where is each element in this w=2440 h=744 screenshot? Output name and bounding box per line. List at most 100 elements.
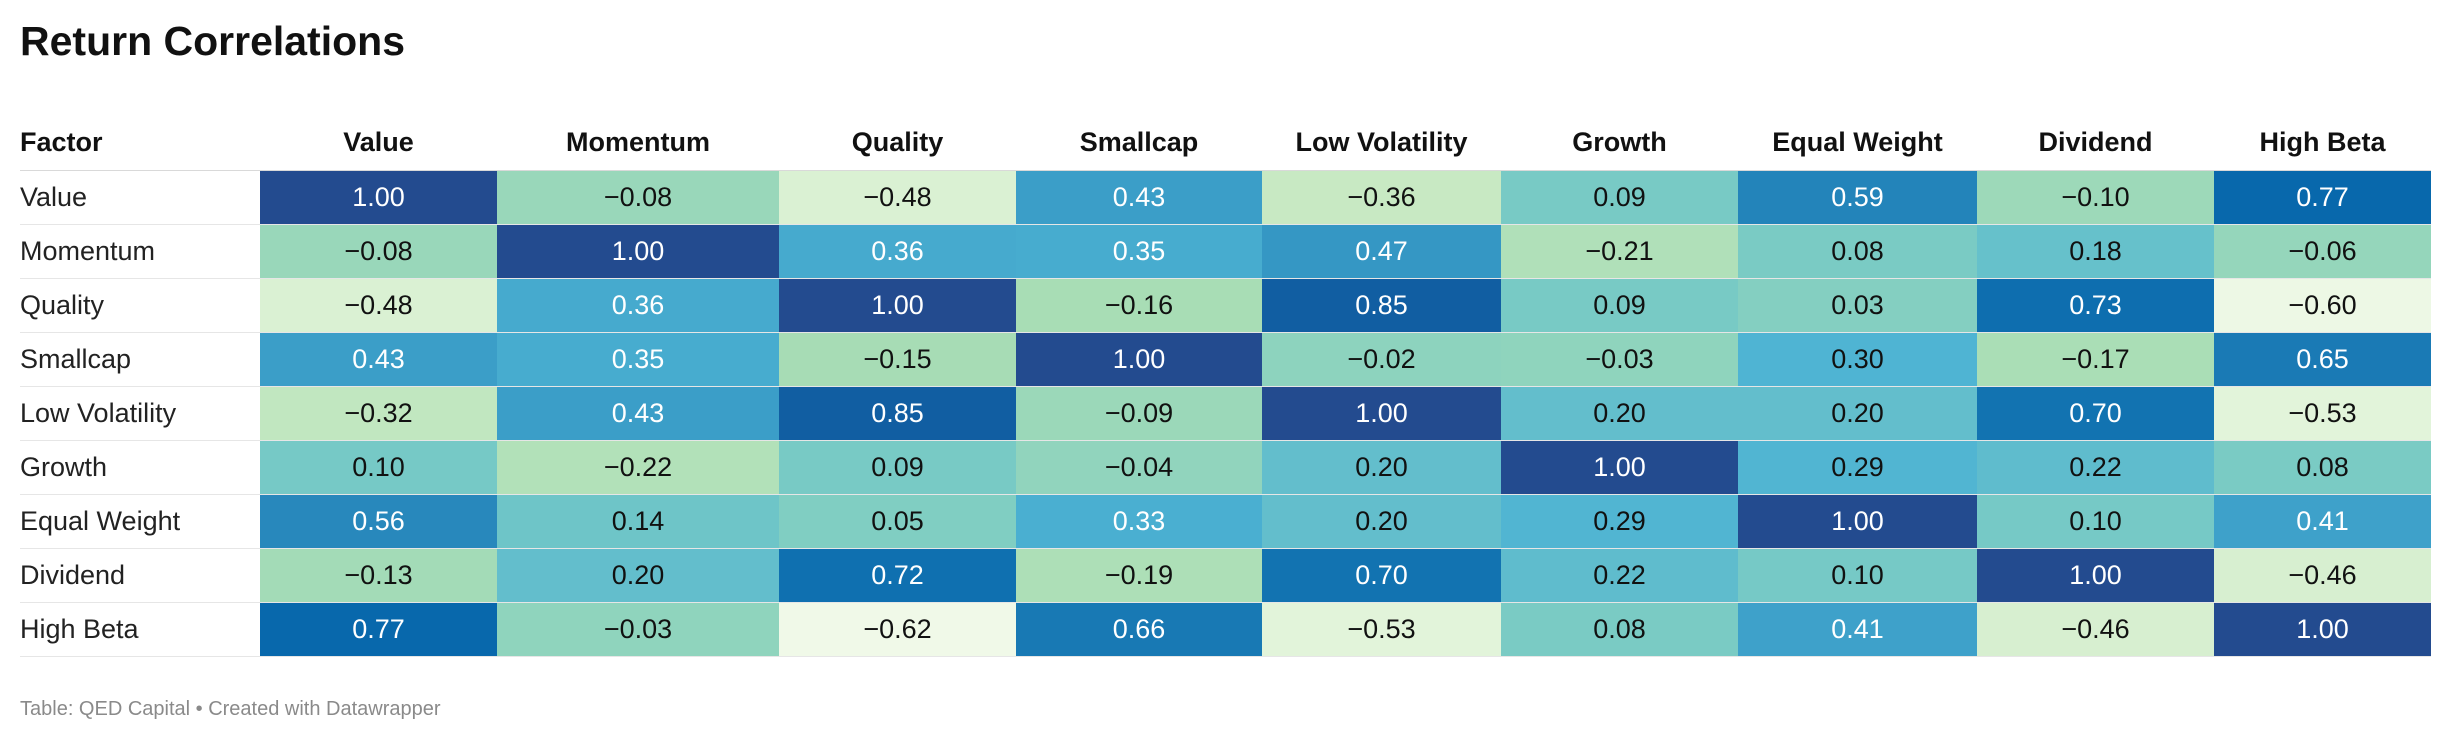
corner-header: Factor: [20, 114, 260, 171]
heat-cell-high-beta-growth: 0.08: [1501, 602, 1738, 657]
heat-cell-low-volatility-quality: 0.85: [779, 386, 1016, 441]
table-row-low-volatility: Low Volatility −0.32 0.43 0.85 −0.09 1.00 0.20…: [20, 386, 2431, 441]
heat-cell-quality-smallcap: −0.16: [1016, 278, 1262, 333]
heat-cell-high-beta-high-beta: 1.00: [2214, 602, 2431, 657]
heat-cell-growth-momentum: −0.22: [497, 440, 779, 495]
heat-cell-equal-weight-high-beta: 0.41: [2214, 494, 2431, 549]
heat-cell-dividend-low-volatility: 0.70: [1262, 548, 1501, 603]
heat-cell-dividend-smallcap: −0.19: [1016, 548, 1262, 603]
heat-cell-dividend-growth: 0.22: [1501, 548, 1738, 603]
column-header-low-volatility: Low Volatility: [1262, 114, 1501, 171]
heat-cell-high-beta-smallcap: 0.66: [1016, 602, 1262, 657]
heat-cell-dividend-quality: 0.72: [779, 548, 1016, 603]
table-row-quality: Quality −0.48 0.36 1.00 −0.16 0.85 0.09 0.03 0.7…: [20, 278, 2431, 333]
row-label-high-beta: High Beta: [20, 602, 260, 657]
heat-cell-equal-weight-quality: 0.05: [779, 494, 1016, 549]
heat-cell-smallcap-low-volatility: −0.02: [1262, 332, 1501, 387]
column-header-equal-weight: Equal Weight: [1738, 114, 1977, 171]
heat-cell-low-volatility-smallcap: −0.09: [1016, 386, 1262, 441]
column-header-growth: Growth: [1501, 114, 1738, 171]
heat-cell-equal-weight-dividend: 0.10: [1977, 494, 2214, 549]
heat-cell-equal-weight-equal-weight: 1.00: [1738, 494, 1977, 549]
row-label-smallcap: Smallcap: [20, 332, 260, 387]
table-row-growth: Growth 0.10 −0.22 0.09 −0.04 0.20 1.00 0.29 0.22…: [20, 440, 2431, 495]
heat-cell-dividend-equal-weight: 0.10: [1738, 548, 1977, 603]
heat-cell-low-volatility-high-beta: −0.53: [2214, 386, 2431, 441]
heat-cell-quality-momentum: 0.36: [497, 278, 779, 333]
heat-cell-dividend-value: −0.13: [260, 548, 497, 603]
table-row-smallcap: Smallcap 0.43 0.35 −0.15 1.00 −0.02 −0.03 0.30−…: [20, 332, 2431, 387]
heat-cell-momentum-low-volatility: 0.47: [1262, 224, 1501, 279]
heat-cell-high-beta-value: 0.77: [260, 602, 497, 657]
heat-cell-value-dividend: −0.10: [1977, 170, 2214, 225]
heat-cell-high-beta-dividend: −0.46: [1977, 602, 2214, 657]
heat-cell-growth-value: 0.10: [260, 440, 497, 495]
heat-cell-momentum-quality: 0.36: [779, 224, 1016, 279]
heat-cell-quality-dividend: 0.73: [1977, 278, 2214, 333]
heat-cell-value-low-volatility: −0.36: [1262, 170, 1501, 225]
heat-cell-momentum-equal-weight: 0.08: [1738, 224, 1977, 279]
heat-cell-value-value: 1.00: [260, 170, 497, 225]
heat-cell-momentum-dividend: 0.18: [1977, 224, 2214, 279]
heat-cell-low-volatility-dividend: 0.70: [1977, 386, 2214, 441]
column-header-high-beta: High Beta: [2214, 114, 2431, 171]
heat-cell-value-growth: 0.09: [1501, 170, 1738, 225]
heat-cell-value-smallcap: 0.43: [1016, 170, 1262, 225]
heat-cell-growth-dividend: 0.22: [1977, 440, 2214, 495]
heat-cell-equal-weight-growth: 0.29: [1501, 494, 1738, 549]
heat-cell-high-beta-quality: −0.62: [779, 602, 1016, 657]
heat-cell-quality-quality: 1.00: [779, 278, 1016, 333]
heat-cell-high-beta-low-volatility: −0.53: [1262, 602, 1501, 657]
heat-cell-momentum-high-beta: −0.06: [2214, 224, 2431, 279]
heat-cell-growth-low-volatility: 0.20: [1262, 440, 1501, 495]
column-header-smallcap: Smallcap: [1016, 114, 1262, 171]
heat-cell-smallcap-smallcap: 1.00: [1016, 332, 1262, 387]
table-row-equal-weight: Equal Weight 0.56 0.14 0.05 0.33 0.20 0.29 1.00…: [20, 494, 2431, 549]
table-row-momentum: Momentum −0.08 1.00 0.36 0.35 0.47 −0.21 0.08 0.…: [20, 224, 2431, 279]
column-header-value: Value: [260, 114, 497, 171]
row-label-growth: Growth: [20, 440, 260, 495]
heat-cell-equal-weight-smallcap: 0.33: [1016, 494, 1262, 549]
column-header-momentum: Momentum: [497, 114, 779, 171]
row-label-dividend: Dividend: [20, 548, 260, 603]
heat-cell-momentum-value: −0.08: [260, 224, 497, 279]
heat-cell-low-volatility-value: −0.32: [260, 386, 497, 441]
heat-cell-equal-weight-low-volatility: 0.20: [1262, 494, 1501, 549]
heat-cell-low-volatility-low-volatility: 1.00: [1262, 386, 1501, 441]
heat-cell-growth-high-beta: 0.08: [2214, 440, 2431, 495]
heat-cell-growth-smallcap: −0.04: [1016, 440, 1262, 495]
heat-cell-value-quality: −0.48: [779, 170, 1016, 225]
row-label-value: Value: [20, 170, 260, 225]
heat-cell-smallcap-high-beta: 0.65: [2214, 332, 2431, 387]
column-header-quality: Quality: [779, 114, 1016, 171]
chart-title: Return Correlations: [20, 18, 405, 64]
heat-cell-low-volatility-growth: 0.20: [1501, 386, 1738, 441]
heat-cell-quality-high-beta: −0.60: [2214, 278, 2431, 333]
heat-cell-growth-quality: 0.09: [779, 440, 1016, 495]
heat-cell-growth-growth: 1.00: [1501, 440, 1738, 495]
heat-cell-smallcap-quality: −0.15: [779, 332, 1016, 387]
heat-cell-smallcap-growth: −0.03: [1501, 332, 1738, 387]
heat-cell-momentum-smallcap: 0.35: [1016, 224, 1262, 279]
heat-cell-low-volatility-equal-weight: 0.20: [1738, 386, 1977, 441]
heat-cell-equal-weight-momentum: 0.14: [497, 494, 779, 549]
row-label-low-volatility: Low Volatility: [20, 386, 260, 441]
heat-cell-low-volatility-momentum: 0.43: [497, 386, 779, 441]
heat-cell-quality-low-volatility: 0.85: [1262, 278, 1501, 333]
source-footer: Table: QED Capital • Created with Datawr…: [20, 698, 441, 720]
heat-cell-value-equal-weight: 0.59: [1738, 170, 1977, 225]
heat-cell-smallcap-value: 0.43: [260, 332, 497, 387]
table-row-dividend: Dividend −0.13 0.20 0.72 −0.19 0.70 0.22 0.10 1.…: [20, 548, 2431, 603]
column-header-dividend: Dividend: [1977, 114, 2214, 171]
table-row-high-beta: High Beta 0.77 −0.03 −0.62 0.66 −0.53 0.08 0.41…: [20, 602, 2431, 657]
row-label-momentum: Momentum: [20, 224, 260, 279]
heat-cell-momentum-momentum: 1.00: [497, 224, 779, 279]
heat-cell-dividend-dividend: 1.00: [1977, 548, 2214, 603]
heat-cell-quality-growth: 0.09: [1501, 278, 1738, 333]
table-row-value: Value 1.00 −0.08 −0.48 0.43 −0.36 0.09 0.59 −0.1…: [20, 170, 2431, 225]
table-body: Value 1.00 −0.08 −0.48 0.43 −0.36 0.09 0.59 −0.1…: [20, 170, 2431, 657]
heat-cell-equal-weight-value: 0.56: [260, 494, 497, 549]
heat-cell-quality-value: −0.48: [260, 278, 497, 333]
heat-cell-momentum-growth: −0.21: [1501, 224, 1738, 279]
heat-cell-high-beta-equal-weight: 0.41: [1738, 602, 1977, 657]
